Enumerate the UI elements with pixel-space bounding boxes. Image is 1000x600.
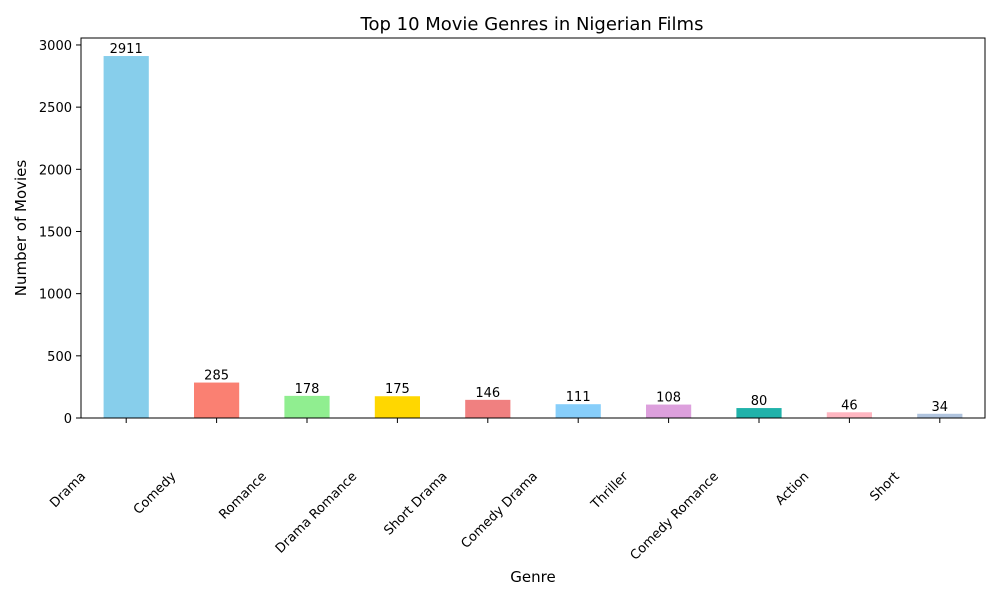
y-tick-label: 3000 (39, 39, 72, 54)
bar-short (917, 413, 963, 418)
bar-thriller (646, 404, 692, 418)
bar-short-drama (465, 399, 511, 418)
x-tick-label: Drama (47, 469, 89, 511)
x-tick-label: Action (773, 469, 812, 508)
bar-action (826, 412, 872, 418)
y-tick-label: 1000 (39, 288, 72, 303)
x-tick-label: Comedy Drama (458, 469, 541, 552)
chart-title: Top 10 Movie Genres in Nigerian Films (360, 14, 704, 35)
y-tick-label: 2000 (39, 163, 72, 178)
data-label: 178 (295, 382, 320, 397)
data-label: 46 (841, 398, 858, 413)
data-label: 146 (475, 386, 500, 401)
plot-area: 0 500 1000 1500 2000 2500 3000 2911 Drama 285 Come… (39, 39, 963, 563)
data-label: 34 (932, 400, 949, 415)
x-tick-label: Romance (216, 469, 269, 522)
data-label: 108 (656, 391, 681, 406)
y-tick-label: 2500 (39, 101, 72, 116)
y-tick-label: 500 (47, 350, 72, 365)
plot-frame (80, 37, 986, 419)
x-tick-label: Comedy (131, 469, 180, 518)
x-tick-label: Drama Romance (273, 469, 360, 556)
data-label: 111 (566, 390, 591, 405)
data-label: 80 (751, 394, 768, 409)
bar-drama-romance (374, 396, 420, 418)
x-tick-label: Thriller (588, 469, 632, 513)
data-label: 2911 (110, 42, 143, 57)
data-label: 175 (385, 382, 410, 397)
y-tick-label: 0 (64, 412, 72, 427)
bar-romance (284, 395, 330, 418)
bar-comedy-romance (736, 408, 782, 418)
bar-drama (103, 56, 149, 419)
bar-comedy (194, 382, 240, 418)
x-axis-label: Genre (510, 568, 555, 586)
x-tick-label: Short (867, 469, 902, 504)
x-tick-label: Comedy Romance (628, 469, 722, 563)
y-axis-label: Number of Movies (12, 160, 30, 297)
data-label: 285 (204, 369, 229, 384)
x-tick-label: Short Drama (381, 469, 450, 538)
bar-comedy-drama (555, 404, 601, 418)
y-tick-label: 1500 (39, 225, 72, 240)
